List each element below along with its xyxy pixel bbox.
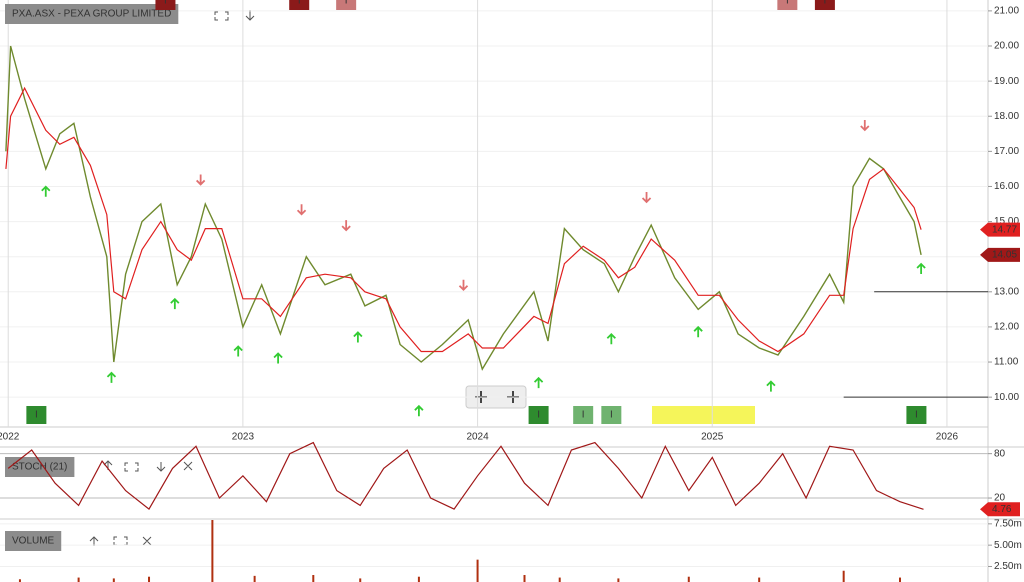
volume-bar [148, 576, 151, 582]
buy-signal [606, 332, 616, 345]
panel-title-box [5, 4, 179, 24]
highlight-zone [652, 406, 755, 424]
y-tick-label: 20.00 [994, 41, 1019, 52]
panel-title-box [5, 531, 62, 551]
volume-bar [476, 559, 479, 582]
event-label: I [345, 0, 348, 7]
event-label: I [35, 410, 38, 421]
buy-signal [353, 331, 363, 343]
x-tick-label: 2026 [936, 432, 959, 443]
event-marker[interactable] [289, 0, 310, 10]
panel-title: VOLUME [12, 536, 55, 547]
volume-bar [617, 578, 620, 582]
volume-bar [312, 575, 315, 582]
event-marker[interactable] [573, 406, 594, 424]
event-label: I [537, 410, 540, 421]
x-tick-label: 2022 [0, 432, 20, 443]
sell-signal [196, 174, 206, 186]
volume-bar [523, 575, 526, 582]
event-marker[interactable] [528, 406, 549, 424]
sell-signal [860, 120, 870, 132]
y-tick-label: 18.00 [994, 111, 1019, 122]
price-tag [980, 247, 1020, 262]
buy-signal [170, 297, 180, 310]
volume-bar [558, 577, 561, 582]
y-tick-label: 19.00 [994, 76, 1019, 87]
volume-bar [417, 576, 420, 582]
event-marker[interactable] [814, 0, 835, 10]
event-label: I [824, 0, 827, 7]
sell-signal [341, 220, 351, 232]
series-line [7, 441, 924, 511]
y-tick-label: 16.00 [994, 181, 1019, 192]
volume-bar [253, 575, 256, 582]
event-label: I [164, 0, 167, 7]
event-marker[interactable] [155, 0, 176, 10]
volume-bar [77, 577, 80, 582]
event-marker[interactable] [906, 406, 927, 424]
buy-signal [414, 404, 424, 417]
buy-signal [916, 262, 926, 274]
price-tag [980, 502, 1020, 517]
y-tick-label: 21.00 [994, 6, 1019, 17]
event-label: I [915, 410, 918, 421]
panel-icons[interactable] [214, 10, 255, 21]
volume-bar [359, 578, 362, 582]
volume-bar [211, 520, 214, 582]
y-tick-label: 20 [994, 493, 1006, 504]
volume-bar [18, 579, 21, 582]
x-tick-label: 2025 [701, 432, 724, 443]
event-marker[interactable] [601, 406, 622, 424]
y-tick-label: 10.00 [994, 392, 1019, 403]
buy-signal [106, 371, 117, 383]
event-label: I [298, 0, 301, 7]
panel-title: STOCH (21) [12, 462, 67, 473]
price-tag-label: 14.77 [992, 224, 1017, 235]
y-tick-label: 11.00 [994, 357, 1019, 368]
volume-bar [842, 570, 845, 582]
y-tick-label: 12.00 [994, 322, 1019, 333]
y-tick-label: 5.00m [994, 540, 1022, 551]
price-tag [980, 222, 1020, 237]
x-tick-label: 2023 [232, 432, 255, 443]
y-tick-label: 17.00 [994, 146, 1019, 157]
volume-bar [687, 576, 690, 582]
volume-bar [112, 578, 115, 582]
series-line [5, 86, 922, 353]
event-marker[interactable] [336, 0, 357, 10]
y-tick-label: 7.50m [994, 518, 1022, 529]
panel-title: PXA.ASX - PEXA GROUP LIMITED [12, 9, 171, 20]
price-tag-label: 14.05 [992, 250, 1017, 261]
panel-icons[interactable] [103, 460, 193, 472]
event-marker[interactable] [26, 406, 47, 424]
event-marker[interactable] [777, 0, 798, 10]
x-tick-label: 2024 [466, 432, 489, 443]
y-tick-label: 80 [994, 448, 1006, 459]
event-label: I [582, 410, 585, 421]
event-label: I [610, 410, 613, 421]
panel-title-box [5, 457, 75, 477]
buy-signal [41, 185, 51, 197]
buy-signal [273, 352, 283, 364]
volume-bar [758, 577, 761, 582]
buy-signal [233, 345, 243, 357]
y-tick-label: 13.00 [994, 286, 1019, 297]
sell-signal [296, 204, 307, 216]
price-tag-label: 4.76 [992, 504, 1012, 515]
sell-signal [458, 279, 469, 292]
sell-signal [641, 191, 652, 204]
y-tick-label: 15.00 [994, 216, 1019, 227]
y-tick-label: 2.50m [994, 561, 1022, 572]
series-line [5, 45, 922, 371]
buy-signal [533, 376, 544, 389]
buy-signal [766, 380, 776, 392]
volume-bar [898, 577, 901, 582]
buy-signal [693, 325, 703, 338]
event-label: I [786, 0, 789, 7]
